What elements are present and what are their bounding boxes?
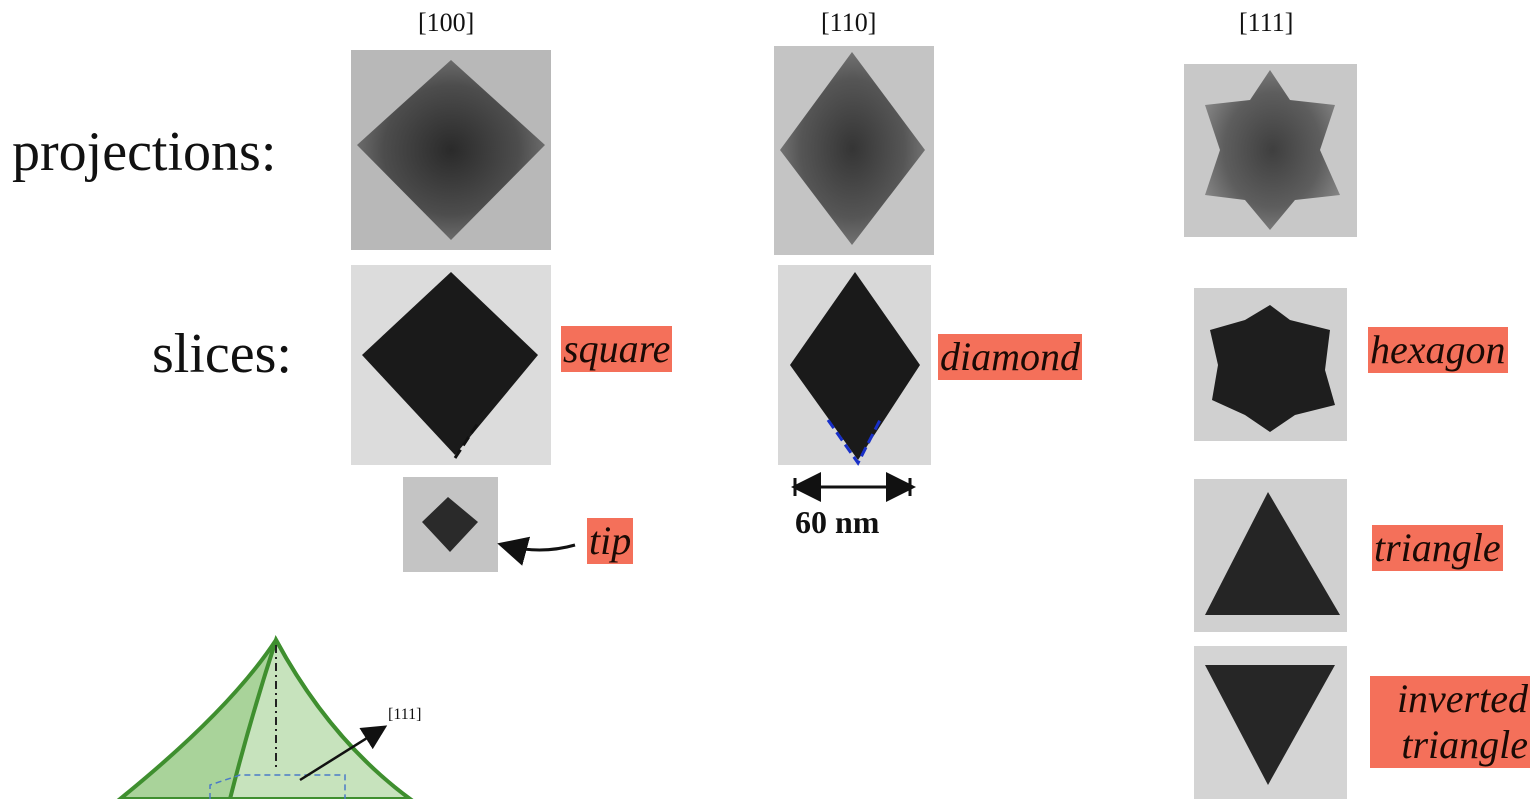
slice-hexagon: [1194, 288, 1347, 441]
slice-100: [351, 265, 551, 465]
projection-111: [1184, 64, 1357, 237]
shape-label: hexagon: [1368, 327, 1508, 373]
slice-inverted-triangle: [1194, 646, 1347, 799]
slice-110: [778, 265, 931, 465]
direction-label: [111]: [1239, 10, 1293, 36]
shape-label: tip: [587, 518, 633, 564]
shape-label: triangle: [1372, 525, 1503, 571]
figure-graphics: [0, 0, 1536, 799]
projection-100: [351, 50, 551, 250]
page: {"columns": [{"direction": "[100]"}, {"d…: [0, 0, 1536, 799]
slice-triangle: [1194, 479, 1347, 632]
shape-label: inverted triangle: [1370, 676, 1530, 768]
shape-label: diamond: [938, 334, 1082, 380]
direction-label: [100]: [418, 10, 474, 36]
scale-bar: [795, 478, 910, 496]
axis-label: [111]: [388, 707, 421, 723]
slice-tip: [403, 477, 498, 572]
scale-bar-label: 60 nm: [795, 506, 879, 538]
row-label: slices:: [152, 326, 292, 382]
row-label: projections:: [12, 124, 276, 180]
projection-110: [774, 46, 934, 255]
pyramid-diagram: [120, 640, 410, 799]
direction-label: [110]: [821, 10, 876, 36]
shape-label: square: [561, 326, 672, 372]
tip-arrow: [503, 545, 575, 550]
